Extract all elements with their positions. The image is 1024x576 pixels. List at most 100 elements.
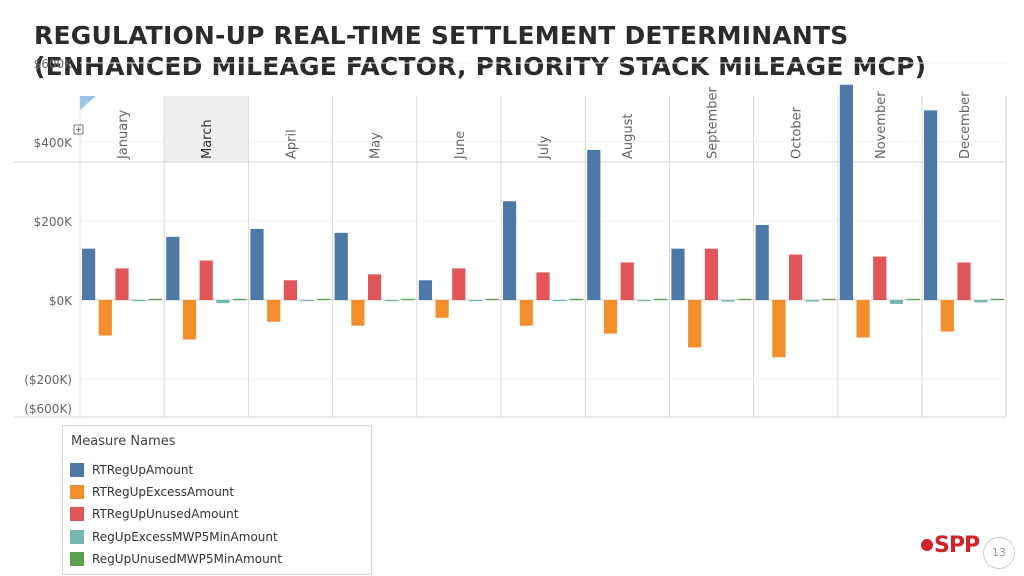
legend-label: RTRegUpAmount [92,463,194,477]
legend-label: RegUpExcessMWP5MinAmount [92,530,278,544]
bar [166,236,180,300]
bar [889,300,904,304]
bar [418,280,432,300]
bar [755,224,769,300]
bar [822,298,836,300]
y-tick-label: $0K [49,294,73,308]
legend-title: Measure Names [71,434,176,449]
corner-sort-icon [80,96,96,110]
category-label: July [537,135,552,160]
bar [536,272,550,300]
y-tick-label: $400K [34,136,74,150]
header-highlight [164,96,249,162]
category-label: March [200,119,215,159]
legend-item-rtregupexcessamount[interactable]: RTRegUpExcessAmount [70,483,234,501]
category-label: October [790,106,805,159]
bar [957,262,971,300]
bar [738,298,752,300]
legend-item-rtregupamount[interactable]: RTRegUpAmount [70,461,193,479]
bar [772,300,786,358]
bar [805,300,819,302]
bar [452,268,466,300]
bar [485,298,499,300]
category-label: September [705,86,720,159]
logo-mark-icon [921,539,933,551]
title-line-1: REGULATION-UP REAL-TIME SETTLEMENT DETER… [34,21,849,50]
bar [300,300,314,302]
category-label: August [621,114,636,160]
bar [351,300,365,326]
bar [283,280,297,300]
bar [199,260,213,300]
bar [924,110,938,301]
bar [368,274,382,300]
bar [587,149,601,300]
category-label: November [874,91,889,159]
bar [789,254,803,300]
bar [384,300,398,302]
legend-label: RTRegUpUnusedAmount [92,507,239,521]
legend-label: RegUpUnusedMWP5MinAmount [92,552,282,566]
legend: Measure Names RTRegUpAmount RTRegUpExces… [62,425,372,575]
bar [553,300,567,302]
y-tick-label: $200K [34,215,74,229]
legend-item-regupunusedmwp5minamount[interactable]: RegUpUnusedMWP5MinAmount [70,550,282,568]
legend-swatch [70,485,84,499]
legend-label: RTRegUpExcessAmount [92,485,235,499]
bar [98,300,112,336]
bar [250,228,264,300]
y-tick-label: $600K [34,57,74,71]
bar [940,300,954,332]
bar [182,300,197,340]
bar [704,248,718,300]
bar [856,300,870,338]
bar [503,201,517,300]
bar [267,300,281,322]
bar [216,300,230,304]
bar [468,300,483,302]
legend-swatch [70,507,84,521]
bar [637,300,651,302]
bar [839,84,853,300]
slide-title: REGULATION-UP REAL-TIME SETTLEMENT DETER… [34,20,926,82]
bar [654,298,668,300]
bar [974,300,988,303]
category-label: April [284,129,299,159]
bar [721,300,735,302]
bar [519,300,533,326]
bar [990,298,1004,300]
bar-chart: January March April May June July August Septem… [14,57,1007,418]
bar [401,298,415,300]
bar [233,298,247,300]
title-line-2: (ENHANCED MILEAGE FACTOR, PRIORITY STACK… [34,52,927,81]
category-label: January [116,109,131,160]
bar [148,298,162,300]
legend-swatch [70,463,84,477]
bar [671,248,685,300]
logo-text: SPP [934,533,980,558]
bar [334,232,348,300]
bar [569,298,583,300]
bar [317,298,331,300]
page-number: 13 [983,537,1015,569]
bar [906,298,920,300]
bar [115,268,129,300]
expand-icon [73,124,84,135]
y-tick-label: ($600K) [24,402,72,416]
bar [82,248,96,300]
legend-item-rtregupunusedamount[interactable]: RTRegUpUnusedAmount [70,505,238,523]
legend-item-regupexcessmwp5minamount[interactable]: RegUpExcessMWP5MinAmount [70,528,278,546]
legend-swatch [70,530,84,544]
spp-logo: SPP [921,533,980,558]
category-label: December [958,91,973,159]
bar [603,300,618,334]
bar [132,300,146,302]
category-label: May [369,132,384,159]
bar [873,256,887,300]
category-label: June [453,131,468,160]
y-tick-label: ($200K) [24,373,72,387]
bar [620,262,634,300]
bar [688,300,702,348]
bar [435,300,449,318]
legend-swatch [70,552,84,566]
